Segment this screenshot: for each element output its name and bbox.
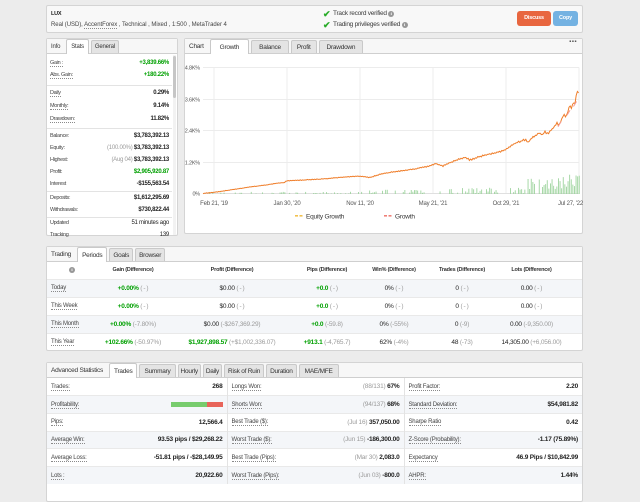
svg-text:0%: 0% [192, 192, 200, 198]
svg-text:Jul 27, '22: Jul 27, '22 [558, 201, 584, 207]
svg-text:3.6K%: 3.6K% [185, 98, 201, 104]
svg-text:2.4K%: 2.4K% [185, 129, 201, 135]
svg-text:Growth: Growth [395, 214, 415, 221]
svg-text:May 21, '21: May 21, '21 [419, 201, 448, 207]
svg-text:Feb 21, '19: Feb 21, '19 [200, 201, 228, 207]
svg-text:1.2K%: 1.2K% [185, 161, 201, 167]
svg-text:Equity Growth: Equity Growth [306, 214, 345, 221]
svg-text:Nov 11, '20: Nov 11, '20 [346, 201, 374, 207]
svg-text:4.8K%: 4.8K% [185, 66, 201, 72]
svg-text:Jan 30, '20: Jan 30, '20 [274, 201, 302, 207]
svg-text:Oct 29, '21: Oct 29, '21 [493, 201, 520, 207]
